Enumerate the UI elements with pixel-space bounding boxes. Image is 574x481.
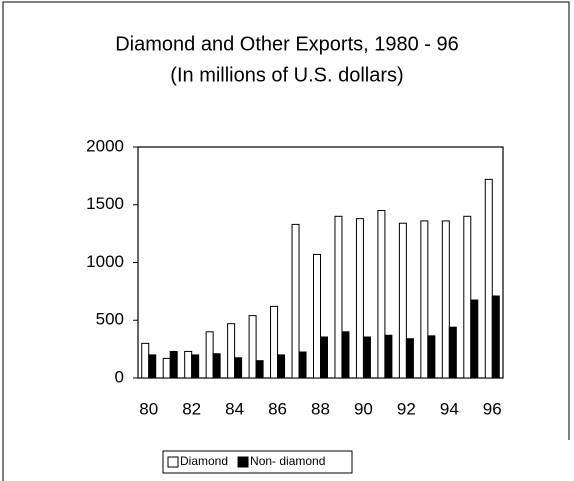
bar xyxy=(334,215,343,379)
bar xyxy=(362,336,371,379)
bar xyxy=(270,305,279,379)
bar xyxy=(320,336,328,379)
legend-swatch xyxy=(167,456,179,468)
y-tick-label: 1500 xyxy=(86,194,124,213)
bar xyxy=(377,210,386,379)
bar xyxy=(463,215,472,379)
bar xyxy=(341,331,350,379)
bar xyxy=(234,357,243,379)
bar xyxy=(205,331,214,379)
x-tick-label: 96 xyxy=(483,399,502,418)
legend-label: Diamond xyxy=(180,454,228,468)
bar xyxy=(248,315,257,379)
bar xyxy=(448,326,457,379)
x-tick-label: 94 xyxy=(440,399,459,418)
bar xyxy=(298,351,307,379)
bar xyxy=(191,354,200,379)
y-tick-label: 500 xyxy=(96,310,124,329)
bar xyxy=(148,354,157,379)
x-tick-label: 86 xyxy=(268,399,287,418)
bar xyxy=(398,222,407,379)
x-tick-label: 84 xyxy=(225,399,244,418)
bar xyxy=(384,334,393,379)
x-tick-label: 92 xyxy=(397,399,416,418)
x-tick-label: 82 xyxy=(182,399,201,418)
chart-subtitle: (In millions of U.S. dollars) xyxy=(170,64,403,86)
bar xyxy=(420,220,429,379)
bar xyxy=(162,357,171,379)
bar xyxy=(484,178,493,379)
y-tick-label: 0 xyxy=(115,367,124,386)
y-tick-label: 1000 xyxy=(86,252,124,271)
bar xyxy=(405,338,414,379)
bar xyxy=(212,353,221,379)
x-tick-label: 80 xyxy=(139,399,158,418)
bar xyxy=(141,342,150,379)
bar xyxy=(291,223,300,379)
legend-box xyxy=(162,450,353,474)
bar xyxy=(355,218,364,379)
y-tick-label: 2000 xyxy=(86,136,124,155)
bar xyxy=(313,253,321,379)
x-tick-label: 90 xyxy=(354,399,373,418)
chart-title: Diamond and Other Exports, 1980 - 96 xyxy=(115,33,459,55)
bar xyxy=(255,360,264,379)
bar xyxy=(427,335,436,379)
legend-swatch xyxy=(237,456,249,468)
bar xyxy=(470,299,479,379)
x-tick-label: 88 xyxy=(311,399,330,418)
bar xyxy=(441,220,450,379)
bar xyxy=(277,354,286,379)
bar xyxy=(184,350,193,379)
legend-label: Non- diamond xyxy=(250,454,325,468)
bar xyxy=(227,323,236,379)
bar xyxy=(169,350,178,379)
bar xyxy=(491,295,500,379)
